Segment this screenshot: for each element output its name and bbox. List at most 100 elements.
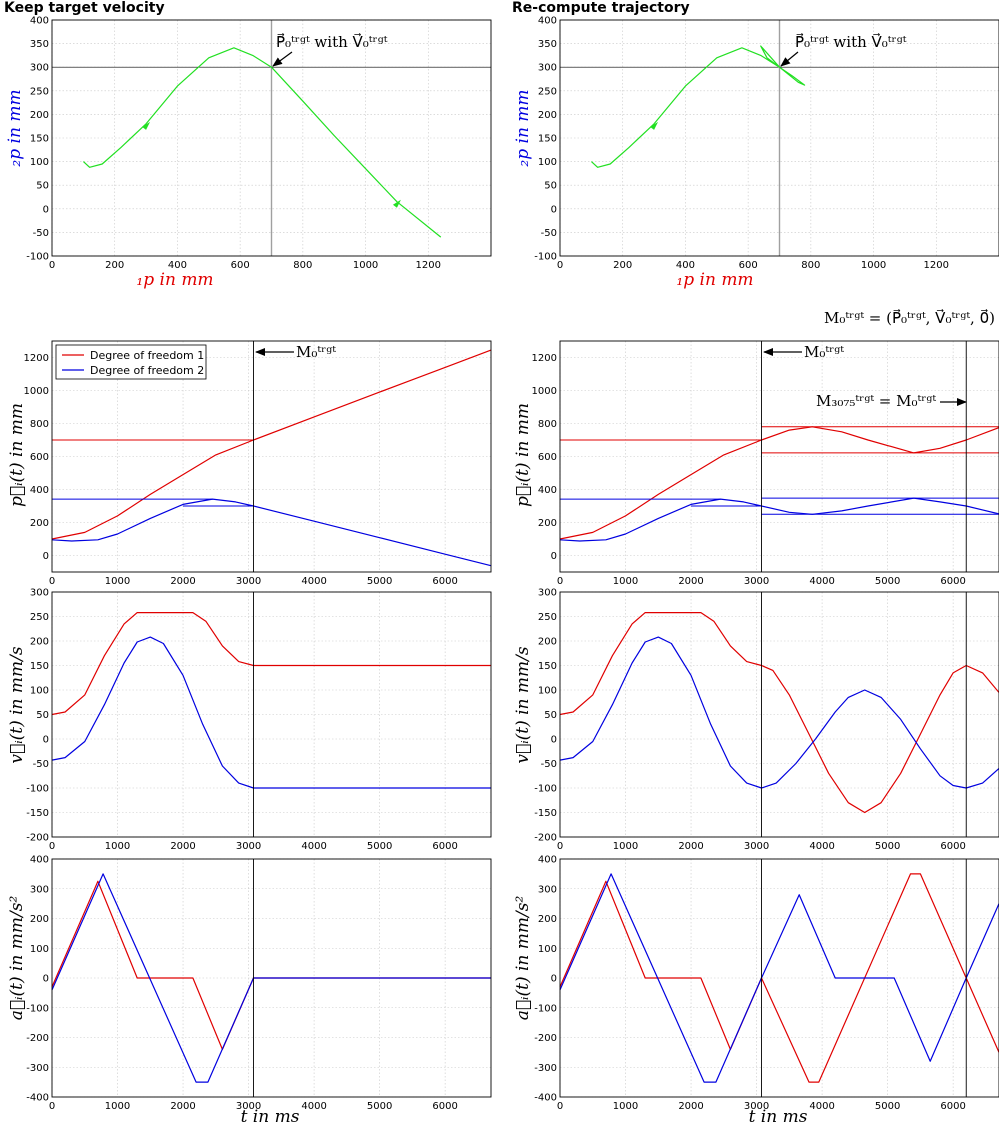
pos_keep-ytick-label: 0 [43, 551, 49, 562]
xy_keep-xtick-label: 1200 [416, 260, 441, 271]
xy_recompute-ytick-label: 300 [538, 63, 557, 74]
acc_keep-xtick-label: 5000 [367, 1101, 392, 1112]
pos_keep-ytick-label: 800 [30, 419, 49, 430]
pos_recompute-ytick-label: 0 [551, 551, 557, 562]
acc_recompute-xtick-label: 2000 [678, 1101, 703, 1112]
vel_keep-ytick-label: -150 [26, 808, 49, 819]
pos_recompute-ytick-label: 1000 [532, 386, 557, 397]
vel_keep-xtick-label: 0 [49, 841, 55, 852]
pos_recompute-xtick-label: 5000 [875, 576, 900, 587]
acc_recompute-ytick-label: 100 [538, 944, 557, 955]
vel_keep-ytick-label: -100 [26, 784, 49, 795]
legend-label-dof1: Degree of freedom 1 [90, 349, 204, 362]
vel_recompute-ytick-label: 200 [538, 637, 557, 648]
xy_keep-xtick-label: 400 [168, 260, 187, 271]
acc_recompute-ytick-label: -400 [534, 1093, 557, 1104]
acc-recompute-y-label: a⃗ᵢ(t) in mm/s² [513, 896, 533, 1021]
xy_keep-ytick-label: 200 [30, 110, 49, 121]
acc_recompute-series1-line [559, 873, 999, 1083]
xy-recompute-x-label: ₁p in mm [676, 270, 753, 290]
xy_keep-ytick-label: 400 [30, 16, 49, 27]
pos_recompute-xtick-label: 1000 [613, 576, 638, 587]
acc_keep-ytick-label: 0 [43, 974, 49, 985]
pos_recompute-frame [559, 340, 999, 573]
acc-keep-y-label: a⃗ᵢ(t) in mm/s² [7, 896, 27, 1021]
pos_keep-xtick-label: 6000 [432, 576, 457, 587]
pos_keep-ytick-label: 600 [30, 452, 49, 463]
vel_keep-xtick-label: 6000 [432, 841, 457, 852]
acc_recompute-frame [559, 858, 999, 1098]
xy_recompute-xtick-label: 1200 [924, 260, 949, 271]
vel_keep-ytick-label: -50 [33, 759, 49, 770]
xy_keep-ytick-label: 250 [30, 86, 49, 97]
xy_recompute-direction-marker [650, 121, 659, 130]
time-recompute-x-label: t in ms [749, 1107, 808, 1127]
xy_recompute-panel: 0 200 400 600 800 1000 1200 -100 -50 0 50 100 150 200… [534, 16, 999, 271]
vel_recompute-xtick-label: 4000 [809, 841, 834, 852]
vel_recompute-xtick-label: 5000 [875, 841, 900, 852]
pos_recompute-xtick-label: 3000 [744, 576, 769, 587]
xy_keep-series1-line [82, 47, 442, 238]
pos_recompute-series2-line [559, 497, 999, 542]
acc_keep-ytick-label: -200 [26, 1033, 49, 1044]
xy_keep-ytick-label: 300 [30, 63, 49, 74]
xy_recompute-xtick-label: 600 [739, 260, 758, 271]
acc_keep-ytick-label: -100 [26, 1003, 49, 1014]
xy_keep-ytick-label: 50 [36, 181, 49, 192]
xy_keep-panel: 0 200 400 600 800 1000 1200 -100 -50 0 50 100 150 200… [26, 16, 492, 271]
pos_keep-xtick-label: 1000 [105, 576, 130, 587]
pos_recompute-ytick-label: 800 [538, 419, 557, 430]
vel_keep-ytick-label: 150 [30, 661, 49, 672]
xy-keep-x-label: ₁p in mm [136, 270, 213, 290]
xy_recompute-xtick-label: 800 [801, 260, 820, 271]
vel_recompute-ytick-label: -200 [534, 833, 557, 844]
acc_keep-ytick-label: 100 [30, 944, 49, 955]
acc_keep-xtick-label: 1000 [105, 1101, 130, 1112]
xy_recompute-ytick-label: 200 [538, 110, 557, 121]
vel_recompute-panel: 0 1000 2000 3000 4000 5000 6000-200-150-100-50… [534, 588, 999, 852]
xy_recompute-xtick-label: 1000 [861, 260, 886, 271]
acc_keep-frame [51, 858, 492, 1098]
xy_recompute-ytick-label: 400 [538, 16, 557, 27]
vel_keep-series2-line [51, 636, 491, 789]
m0-annotation-left: M₀ᵗʳᵍᵗ [296, 343, 336, 361]
xy-recompute-y-label: ₂p in mm [513, 89, 533, 166]
m0-annotation-right: M₀ᵗʳᵍᵗ [804, 343, 844, 361]
target-point-annotation-left: P⃗₀ᵗʳᵍᵗ with V⃗₀ᵗʳᵍᵗ [276, 32, 388, 51]
xy_recompute-xtick-label: 400 [676, 260, 695, 271]
xy_keep-ytick-label: 150 [30, 134, 49, 145]
acc_recompute-ytick-label: 0 [551, 974, 557, 985]
vel_recompute-ytick-label: 300 [538, 588, 557, 599]
vel-recompute-y-label: v⃗ᵢ(t) in mm/s [513, 646, 533, 763]
pos_keep-panel: 0 1000 2000 3000 4000 5000 6000 0 200 400 600 800 10… [24, 340, 492, 587]
pos_keep-xtick-label: 0 [49, 576, 55, 587]
xy_keep-xtick-label: 200 [105, 260, 124, 271]
acc_keep-ytick-label: 400 [30, 855, 49, 866]
acc_keep-xtick-label: 3000 [236, 1101, 261, 1112]
pos_recompute-xtick-label: 2000 [678, 576, 703, 587]
vel_keep-panel: 0 1000 2000 3000 4000 5000 6000-200-150-100-50… [26, 588, 492, 852]
xy_recompute-ytick-label: -50 [541, 228, 557, 239]
acc_recompute-ytick-label: -300 [534, 1063, 557, 1074]
xy_recompute-series1-line [590, 45, 806, 168]
vel_keep-ytick-label: 250 [30, 612, 49, 623]
vel_recompute-xtick-label: 3000 [744, 841, 769, 852]
acc_recompute-series2-line [559, 873, 999, 1083]
vel_recompute-series2-line [559, 636, 999, 789]
vel_recompute-ytick-label: 250 [538, 612, 557, 623]
pos_keep-xtick-label: 4000 [301, 576, 326, 587]
m3075-annotation: M₃₀₇₅ᵗʳᵍᵗ = M₀ᵗʳᵍᵗ [816, 392, 936, 410]
acc_keep-ytick-label: 300 [30, 884, 49, 895]
xy_recompute-ytick-label: 50 [544, 181, 557, 192]
pos_keep-xtick-label: 3000 [236, 576, 261, 587]
pos-recompute-y-label: p⃗ᵢ(t) in mm [513, 403, 533, 507]
xy_recompute-xtick-label: 0 [557, 260, 563, 271]
plot-grid: 0 200 400 600 800 1000 1200-100-50050100150200… [24, 16, 999, 1112]
acc_keep-xtick-label: 4000 [301, 1101, 326, 1112]
xy_keep-frame [51, 19, 492, 257]
pos_recompute-xtick-label: 4000 [809, 576, 834, 587]
vel_keep-xtick-label: 3000 [236, 841, 261, 852]
xy_recompute-ytick-label: 250 [538, 86, 557, 97]
target-arrow-right [780, 51, 799, 67]
